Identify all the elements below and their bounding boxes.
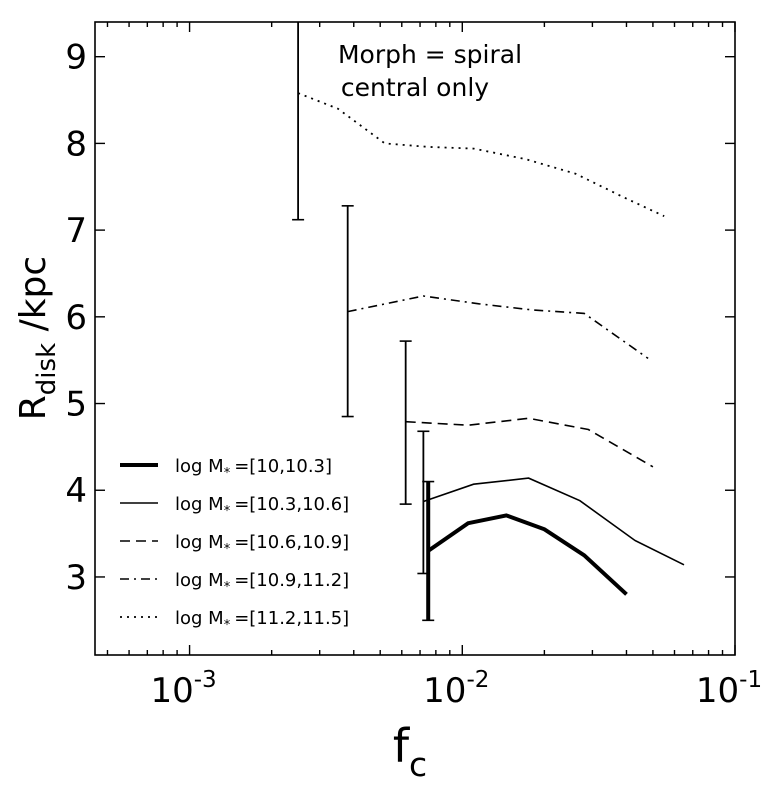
legend-prefix: log M xyxy=(175,608,224,629)
series-line-2 xyxy=(423,477,685,566)
legend-item-2: log M* =[10.3,10.6] xyxy=(120,494,349,519)
legend-label-1: log M* =[10,10.3] xyxy=(175,456,332,481)
y-tick-label: 3 xyxy=(65,558,87,598)
legend-subscript: * xyxy=(224,466,231,481)
series-4 xyxy=(341,205,649,418)
legend-range: =[10,10.3] xyxy=(234,456,332,477)
series-3 xyxy=(399,340,654,505)
x-tick-label: 10-2 xyxy=(423,667,489,711)
legend-range: =[11.2,11.5] xyxy=(234,608,349,629)
legend-subscript: * xyxy=(224,580,231,595)
legend-item-4: log M* =[10.9,11.2] xyxy=(120,570,349,595)
series-2 xyxy=(417,430,685,575)
x-tick-exponent: -3 xyxy=(194,667,217,693)
legend-subscript: * xyxy=(224,504,231,519)
y-axis-label-sub: disk xyxy=(32,343,62,395)
y-tick-label: 5 xyxy=(65,385,87,425)
legend-item-3: log M* =[10.6,10.9] xyxy=(120,532,349,557)
x-tick-base: 10 xyxy=(696,671,739,711)
annotation-line-2: central only xyxy=(341,73,489,102)
legend: log M* =[10,10.3]log M* =[10.3,10.6]log M*… xyxy=(120,456,349,633)
y-axis-label: Rdisk /kpc xyxy=(13,256,62,420)
legend-range: =[10.6,10.9] xyxy=(234,532,349,553)
y-axis: 3 4 5 6 7 8 9 xyxy=(65,38,735,598)
y-tick-label: 6 xyxy=(65,298,87,338)
legend-range: =[10.9,11.2] xyxy=(234,570,349,591)
x-axis-label: fc xyxy=(393,719,427,784)
legend-label-3: log M* =[10.6,10.9] xyxy=(175,532,349,557)
x-tick-base: 10 xyxy=(150,671,193,711)
x-tick-exponent: -1 xyxy=(739,667,762,693)
series-1 xyxy=(422,480,628,622)
legend-prefix: log M xyxy=(175,570,224,591)
series-5 xyxy=(292,22,665,221)
legend-item-5: log M* =[11.2,11.5] xyxy=(120,608,349,633)
series-layer xyxy=(292,22,685,622)
series-line-5 xyxy=(297,92,665,218)
series-line-4 xyxy=(347,295,649,360)
x-axis: 10-3 10-2 10-1 xyxy=(106,22,762,711)
y-axis-label-unit: /kpc xyxy=(13,256,54,343)
y-axis-label-main: R xyxy=(13,395,54,420)
legend-label-5: log M* =[11.2,11.5] xyxy=(175,608,349,633)
legend-prefix: log M xyxy=(175,532,224,553)
x-tick-exponent: -2 xyxy=(466,667,489,693)
legend-label-2: log M* =[10.3,10.6] xyxy=(175,494,349,519)
x-axis-label-sub: c xyxy=(409,745,427,784)
annotation-line-1: Morph = spiral xyxy=(338,40,522,69)
series-line-1 xyxy=(427,513,628,596)
legend-item-1: log M* =[10,10.3] xyxy=(120,456,332,481)
y-tick-label: 9 xyxy=(65,38,87,78)
x-tick-label: 10-3 xyxy=(150,667,216,711)
annotation: Morph = spiral central only xyxy=(338,40,522,102)
legend-label-4: log M* =[10.9,11.2] xyxy=(175,570,349,595)
series-line-3 xyxy=(405,417,654,468)
legend-prefix: log M xyxy=(175,494,224,515)
legend-range: =[10.3,10.6] xyxy=(234,494,349,515)
plot-frame xyxy=(94,21,736,656)
legend-subscript: * xyxy=(224,542,231,557)
x-tick-label: 10-1 xyxy=(696,667,762,711)
y-tick-label: 4 xyxy=(65,471,87,511)
y-tick-label: 8 xyxy=(65,124,87,164)
x-axis-label-main: f xyxy=(393,719,411,773)
y-tick-label: 7 xyxy=(65,211,87,251)
x-tick-base: 10 xyxy=(423,671,466,711)
legend-subscript: * xyxy=(224,618,231,633)
legend-prefix: log M xyxy=(175,456,224,477)
